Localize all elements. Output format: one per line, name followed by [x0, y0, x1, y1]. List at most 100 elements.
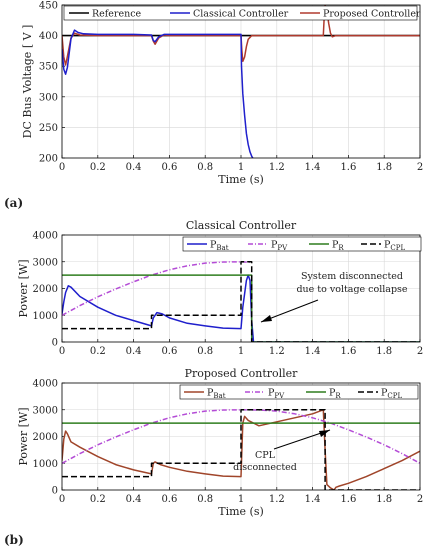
legend-label-main: P	[381, 388, 388, 399]
annotation-line-1: CPL	[255, 450, 276, 461]
legend-label-subscript: PV	[274, 392, 285, 400]
y-tick-label: 200	[39, 154, 58, 165]
x-tick-label: 1.6	[340, 162, 356, 173]
legend-label-cpl: PCPL	[384, 240, 405, 253]
legend-label-subscript: R	[338, 244, 344, 252]
legend-label-r: PR	[329, 388, 341, 401]
x-tick-label: 2	[417, 162, 423, 173]
series-line-pv	[62, 261, 252, 316]
y-tick-label: 3000	[33, 257, 58, 268]
y-tick-label: 400	[39, 31, 58, 42]
legend-label-main: P	[332, 240, 339, 251]
y-tick-label: 4000	[33, 379, 58, 390]
x-tick-label: 1.6	[340, 346, 356, 357]
x-tick-label: 0.4	[126, 346, 142, 357]
legend-label-main: Classical Controller	[193, 9, 289, 20]
voltage-chart: 0 0.2 0.4 0.6 0.8 1 1.2 1.4 1.6 1.8 2 200 250 300 350 4…	[21, 1, 423, 187]
legend-label-main: P	[210, 240, 217, 251]
x-tick-label: 1	[238, 346, 244, 357]
legend-label-main: P	[329, 388, 336, 399]
y-axis-label: Power [W]	[17, 407, 30, 465]
legend-label-subscript: Bat	[216, 244, 228, 252]
x-tick-label: 1.2	[269, 494, 285, 505]
annotation-line-2: due to voltage collapse	[296, 284, 407, 295]
legend-label-subscript: PV	[277, 244, 288, 252]
x-tick-label: 0	[59, 494, 65, 505]
y-tick-label: 0	[52, 338, 58, 349]
legend-label-classical: Classical Controller	[193, 9, 289, 20]
x-tick-label: 1.2	[269, 162, 285, 173]
legend-box	[182, 236, 422, 252]
panel-label-b: (b)	[4, 533, 24, 547]
legend-label-pv: PPV	[271, 240, 288, 253]
y-tick-label: 3000	[33, 405, 58, 416]
annotation-arrowhead	[261, 315, 272, 322]
series-line-classical	[62, 29, 254, 158]
legend-label-main: Reference	[92, 9, 142, 20]
x-tick-label: 1.2	[269, 346, 285, 357]
annotation-arrowhead	[319, 430, 330, 437]
y-tick-label: 4000	[33, 231, 58, 242]
legend-label-main: P	[207, 388, 214, 399]
x-tick-label: 1.4	[305, 494, 321, 505]
x-tick-label: 0.2	[90, 162, 106, 173]
y-tick-label: 2000	[33, 432, 58, 443]
plot-frame	[61, 4, 421, 159]
y-tick-label: 2000	[33, 284, 58, 295]
legend-label-main: P	[268, 388, 275, 399]
plot-frame	[61, 234, 421, 343]
legend-box	[179, 384, 419, 400]
proposed-power-chart: 0 0.2 0.4 0.6 0.8 1 1.2 1.4 1.6 1.8 2 0 1000 2000 3000…	[17, 367, 423, 518]
classical-power-chart: 0 0.2 0.4 0.6 0.8 1 1.2 1.4 1.6 1.8 2 0 1000 2000 3000…	[17, 219, 423, 357]
y-tick-label: 1000	[33, 311, 58, 322]
chart-title: Classical Controller	[186, 219, 297, 232]
y-axis-label: Power [W]	[17, 259, 30, 317]
x-tick-label: 2	[417, 346, 423, 357]
x-tick-label: 1	[238, 494, 244, 505]
legend-label-main: P	[271, 240, 278, 251]
legend-label-main: Proposed Controller	[323, 9, 421, 20]
x-axis-label: Time (s)	[218, 173, 264, 186]
legend-label-bat_proposed: PBat	[207, 388, 226, 401]
legend-label-cpl: PCPL	[381, 388, 402, 401]
legend-label-pv: PPV	[268, 388, 285, 401]
x-tick-label: 1.8	[376, 162, 392, 173]
series-line-pv	[62, 409, 420, 464]
x-tick-label: 1.8	[376, 494, 392, 505]
x-axis-label: Time (s)	[218, 505, 264, 518]
legend-label-r: PR	[332, 240, 344, 253]
x-tick-label: 1.4	[305, 346, 321, 357]
legend-label-reference: Reference	[92, 9, 142, 20]
x-tick-label: 0.8	[197, 494, 213, 505]
annotation-line-2: disconnected	[233, 462, 297, 473]
legend-label-bat_classical: PBat	[210, 240, 229, 253]
x-tick-label: 2	[417, 494, 423, 505]
legend-label-subscript: R	[335, 392, 341, 400]
legend-label-proposed: Proposed Controller	[323, 9, 421, 20]
x-tick-label: 0.8	[197, 162, 213, 173]
x-tick-label: 0	[59, 162, 65, 173]
plot-frame	[61, 382, 421, 491]
series-line-cpl	[62, 409, 420, 490]
y-tick-label: 300	[39, 92, 58, 103]
x-tick-label: 0.4	[126, 162, 142, 173]
legend-label-subscript: CPL	[387, 392, 402, 400]
x-tick-label: 0.6	[161, 162, 177, 173]
legend-label-subscript: CPL	[390, 244, 405, 252]
y-axis-label: DC Bus Voltage [ V ]	[21, 25, 34, 139]
chart-title: Proposed Controller	[185, 367, 299, 380]
x-tick-label: 1.4	[305, 162, 321, 173]
y-tick-label: 450	[39, 1, 58, 12]
y-tick-label: 250	[39, 123, 58, 134]
x-tick-label: 1	[238, 162, 244, 173]
y-tick-label: 1000	[33, 459, 58, 470]
x-tick-label: 1.6	[340, 494, 356, 505]
x-tick-label: 0	[59, 346, 65, 357]
panel-label-a: (a)	[4, 196, 23, 210]
x-tick-label: 0.6	[161, 494, 177, 505]
legend-label-subscript: Bat	[213, 392, 225, 400]
annotation-line-1: System disconnected	[301, 271, 403, 282]
x-tick-label: 0.4	[126, 494, 142, 505]
x-tick-label: 1.8	[376, 346, 392, 357]
